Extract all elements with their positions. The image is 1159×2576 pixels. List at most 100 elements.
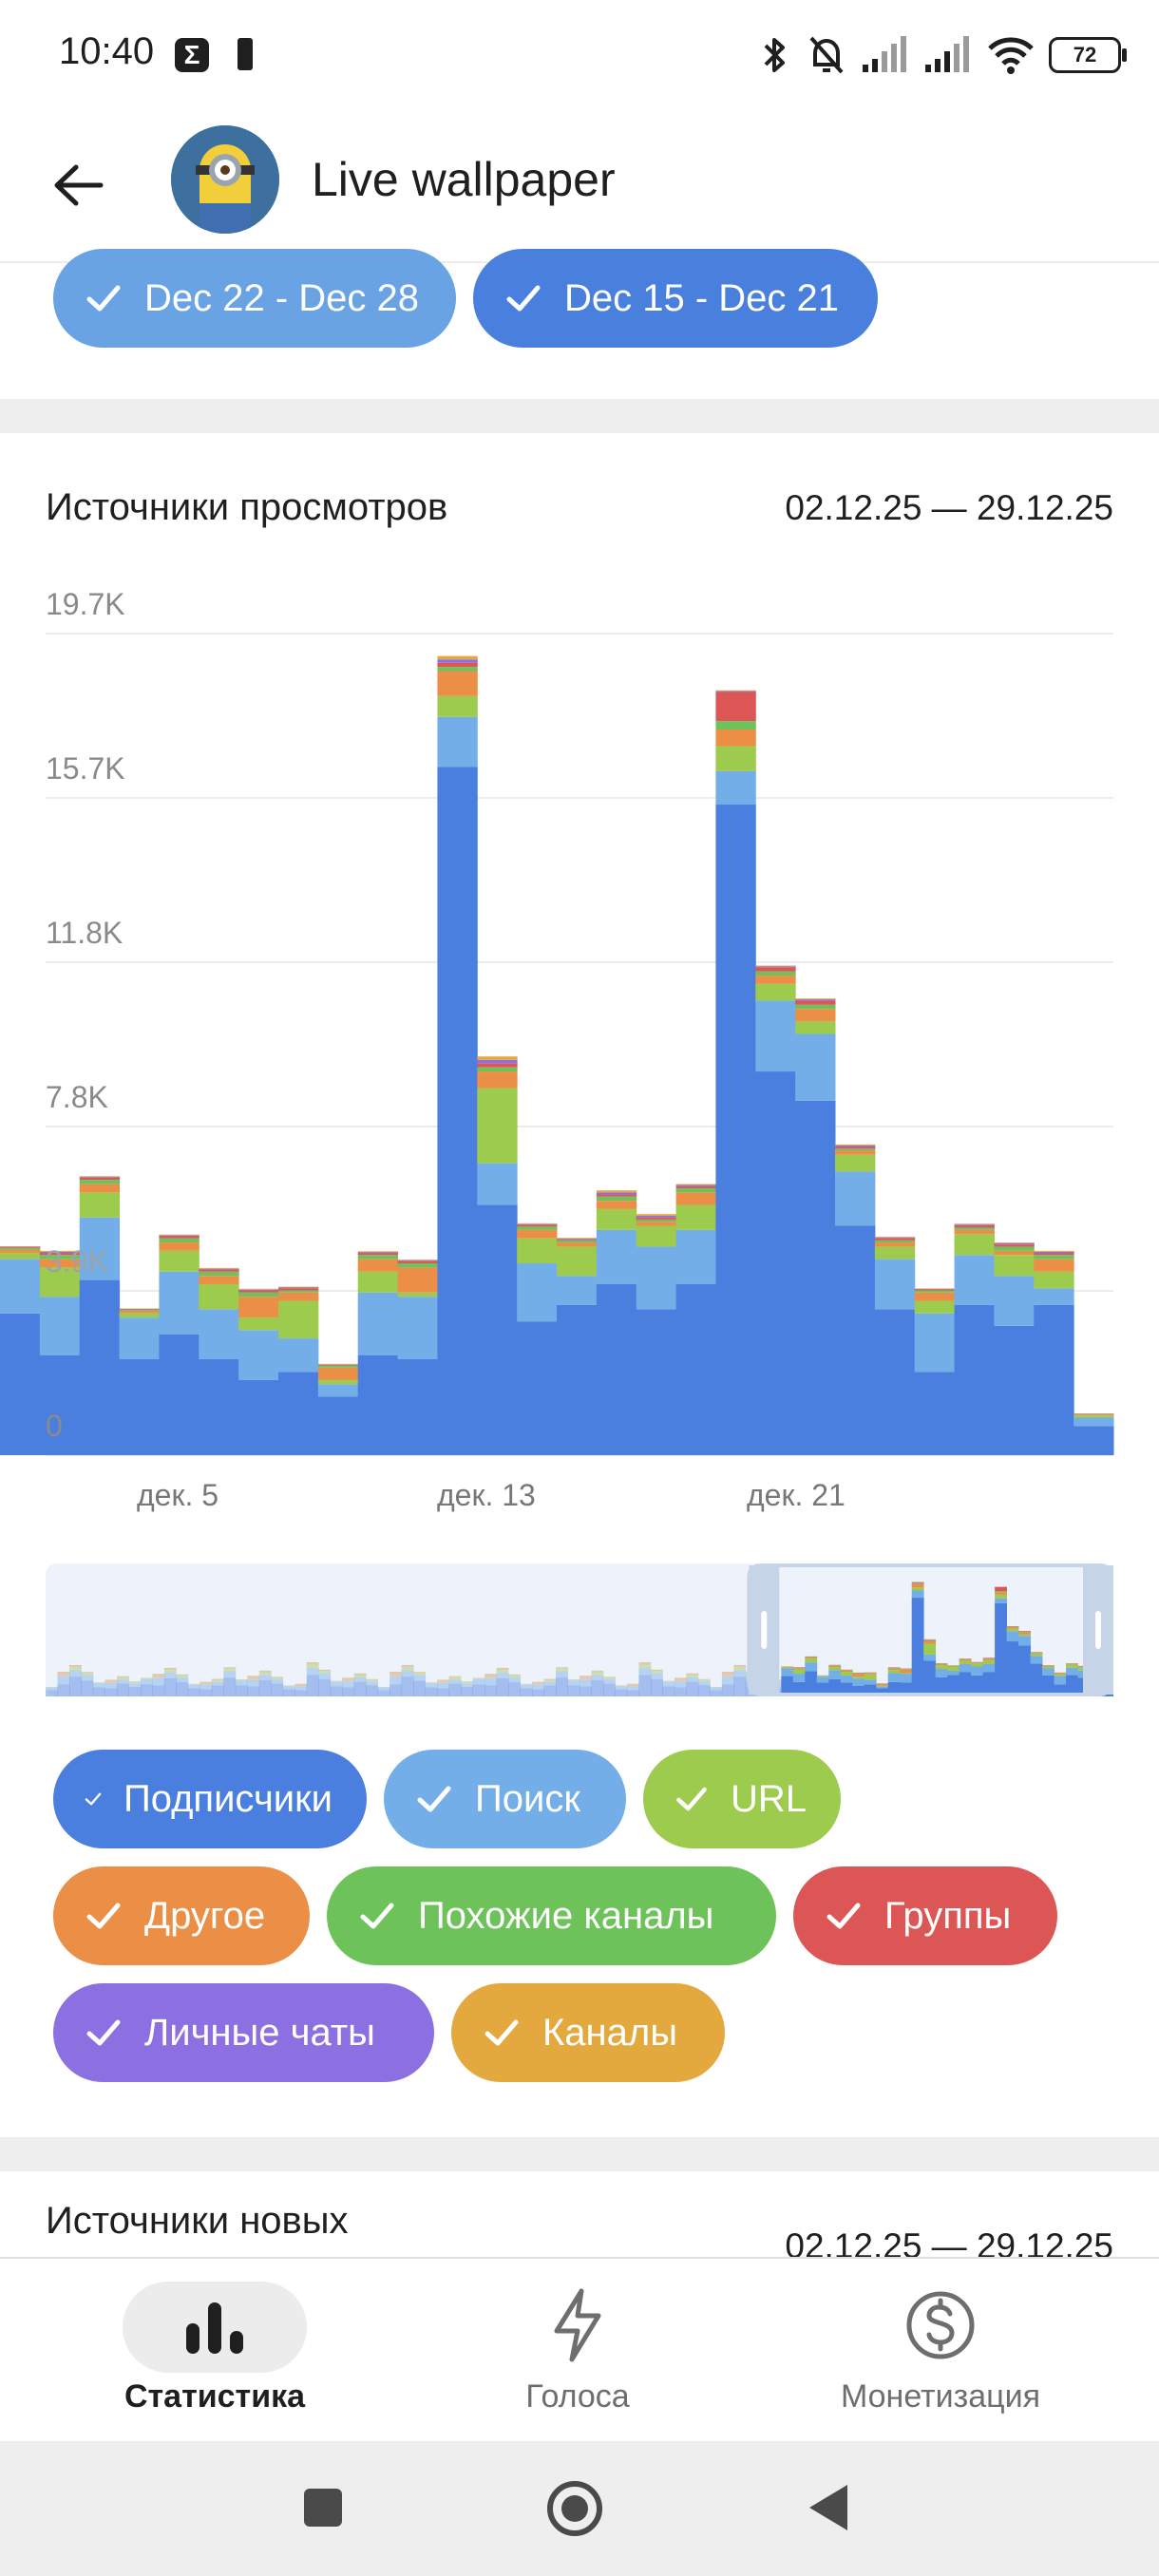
back-triangle-icon[interactable] <box>806 2483 851 2532</box>
bar-stack[interactable] <box>397 1260 438 1455</box>
bar-segment-Поиск <box>119 1317 160 1360</box>
channel-avatar[interactable] <box>171 125 279 234</box>
bar-stack[interactable] <box>477 1056 518 1455</box>
bar-stack[interactable] <box>159 1234 200 1455</box>
legend-chip[interactable]: Похожие каналы <box>327 1866 776 1965</box>
overview-segment <box>543 1679 557 1682</box>
battery-icon: 72 <box>1049 37 1127 73</box>
legend-chip[interactable]: Личные чаты <box>53 1983 434 2082</box>
bar-stack[interactable] <box>517 1222 558 1455</box>
legend-chip[interactable]: Группы <box>793 1866 1057 1965</box>
bar-stack[interactable] <box>39 1250 81 1455</box>
legend-chip[interactable]: Другое <box>53 1866 310 1965</box>
legend-chip[interactable]: Каналы <box>451 1983 725 2082</box>
overview-bar <box>342 1677 355 1696</box>
section-divider <box>0 2137 1159 2171</box>
nav-statistics[interactable]: Статистика <box>72 2259 357 2443</box>
bar-stack[interactable] <box>199 1267 239 1455</box>
bar-segment-Поиск <box>715 770 756 805</box>
bar-stack[interactable] <box>1034 1250 1074 1455</box>
bar-stack[interactable] <box>755 965 796 1455</box>
y-tick-label: 19.7K <box>46 587 125 621</box>
bar-segment-Подписчики <box>1074 1426 1114 1455</box>
bar-segment-URL <box>238 1317 279 1331</box>
bar-stack[interactable] <box>675 1184 716 1455</box>
bar-segment-Другое <box>437 671 478 696</box>
overview-bar <box>686 1673 699 1696</box>
nav-votes[interactable]: Голоса <box>435 2259 720 2443</box>
bar-segment-Поиск <box>755 1000 796 1072</box>
week-chip-dec15[interactable]: Dec 15 - Dec 21 <box>473 249 878 348</box>
views-sources-chart[interactable] <box>0 570 1159 1501</box>
bar-stack[interactable] <box>557 1238 598 1455</box>
bar-stack[interactable] <box>795 998 836 1455</box>
legend-chip[interactable]: URL <box>643 1750 841 1848</box>
overview-segment <box>580 1679 592 1687</box>
overview-segment <box>211 1685 224 1696</box>
bar-stack[interactable] <box>835 1144 876 1455</box>
bar-segment-Подписчики <box>397 1359 438 1455</box>
bar-stack[interactable] <box>636 1214 677 1455</box>
bar-segment-Каналы <box>636 1214 677 1216</box>
overview-bar <box>828 1664 842 1696</box>
back-arrow-icon[interactable] <box>46 152 112 218</box>
nav-monetization[interactable]: Монетизация <box>798 2259 1083 2443</box>
overview-bar <box>271 1676 284 1696</box>
bar-segment-Каналы <box>874 1236 916 1238</box>
bar-segment-Подписчики <box>795 1100 836 1455</box>
bar-stack[interactable] <box>437 655 478 1455</box>
bar-segment-Поиск <box>397 1297 438 1360</box>
bar-stack[interactable] <box>954 1223 995 1455</box>
legend-chip[interactable]: Поиск <box>384 1750 626 1848</box>
recents-square-icon[interactable] <box>302 2487 344 2529</box>
overview-bar <box>567 1679 580 1696</box>
bar-stack[interactable] <box>914 1288 956 1455</box>
overview-bar <box>923 1638 937 1696</box>
bar-stack[interactable] <box>596 1190 637 1455</box>
week-chip-dec22[interactable]: Dec 22 - Dec 28 <box>53 249 456 348</box>
overview-segment <box>92 1683 105 1688</box>
home-circle-icon[interactable] <box>545 2479 604 2538</box>
bar-stack[interactable] <box>994 1242 1035 1455</box>
bar-stack[interactable] <box>357 1251 399 1455</box>
bar-segment-Поиск <box>517 1263 558 1322</box>
overview-bar <box>615 1685 628 1696</box>
bar-segment-URL <box>317 1379 359 1385</box>
bar-stack[interactable] <box>79 1176 121 1455</box>
overview-range-selector[interactable] <box>46 1563 1113 1696</box>
overview-segment <box>840 1670 853 1671</box>
bar-stack[interactable] <box>238 1288 279 1455</box>
overview-segment <box>995 1594 1007 1599</box>
overview-bar <box>366 1678 379 1696</box>
bar-stack[interactable] <box>0 1246 41 1455</box>
bar-stack[interactable] <box>119 1308 160 1455</box>
bar-stack[interactable] <box>317 1363 359 1455</box>
overview-segment <box>472 1678 485 1679</box>
overview-segment <box>638 1664 652 1669</box>
bar-stack[interactable] <box>1074 1413 1114 1455</box>
overview-segment <box>330 1686 343 1696</box>
overview-segment <box>294 1684 308 1686</box>
overview-bar <box>140 1677 153 1696</box>
bar-stack[interactable] <box>874 1236 916 1455</box>
bar-segment-Похожие каналы <box>994 1246 1035 1251</box>
bar-stack[interactable] <box>278 1286 319 1455</box>
bar-stack[interactable] <box>715 690 756 1455</box>
views-sources-date[interactable]: 02.12.25 — 29.12.25 <box>785 488 1113 527</box>
overview-segment <box>971 1662 984 1664</box>
bar-segment-Подписчики <box>278 1372 319 1455</box>
overview-segment <box>721 1673 734 1676</box>
legend-chip[interactable]: Подписчики <box>53 1750 367 1848</box>
bar-segment-Группы <box>636 1217 677 1220</box>
overview-segment <box>923 1641 937 1644</box>
overview-segment <box>959 1660 972 1664</box>
bar-segment-Группы <box>199 1269 239 1272</box>
bar-segment-URL <box>397 1292 438 1297</box>
overview-segment <box>128 1681 142 1684</box>
bar-segment-URL <box>79 1192 121 1218</box>
overview-segment <box>959 1672 972 1696</box>
bar-segment-Поиск <box>477 1163 518 1205</box>
overview-bar <box>638 1662 652 1696</box>
overview-segment <box>68 1670 82 1677</box>
overview-segment <box>140 1684 153 1696</box>
